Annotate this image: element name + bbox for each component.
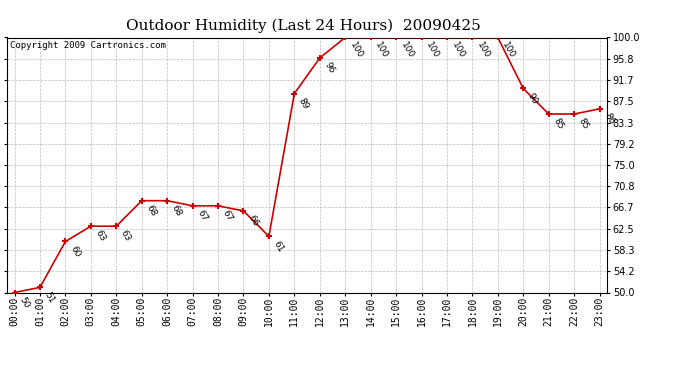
Text: 68: 68 (144, 204, 158, 218)
Text: Outdoor Humidity (Last 24 Hours)  20090425: Outdoor Humidity (Last 24 Hours) 2009042… (126, 19, 481, 33)
Text: 100: 100 (501, 40, 517, 60)
Text: 100: 100 (475, 40, 491, 60)
Text: 100: 100 (399, 40, 415, 60)
Text: 85: 85 (551, 117, 565, 131)
Text: 51: 51 (43, 290, 57, 304)
Text: Copyright 2009 Cartronics.com: Copyright 2009 Cartronics.com (10, 41, 166, 50)
Text: 100: 100 (348, 40, 364, 60)
Text: 67: 67 (195, 209, 209, 223)
Text: 85: 85 (577, 117, 591, 131)
Text: 63: 63 (94, 229, 107, 243)
Text: 67: 67 (221, 209, 235, 223)
Text: 96: 96 (322, 61, 336, 75)
Text: 60: 60 (68, 244, 81, 259)
Text: 86: 86 (602, 112, 616, 126)
Text: 89: 89 (297, 96, 310, 111)
Text: 61: 61 (272, 239, 285, 254)
Text: 100: 100 (373, 40, 390, 60)
Text: 68: 68 (170, 204, 184, 218)
Text: 100: 100 (450, 40, 466, 60)
Text: 63: 63 (119, 229, 132, 243)
Text: 66: 66 (246, 214, 259, 228)
Text: 90: 90 (526, 91, 540, 106)
Text: 50: 50 (17, 295, 31, 310)
Text: 100: 100 (424, 40, 441, 60)
